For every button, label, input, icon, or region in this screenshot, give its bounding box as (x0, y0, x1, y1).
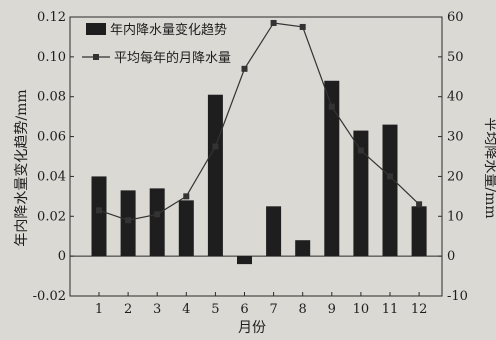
x-tick-label: 1 (95, 302, 103, 317)
line-point-3 (154, 211, 161, 218)
line-path (98, 22, 420, 221)
line-point-9 (328, 103, 335, 110)
right-tick-label: -10 (447, 289, 468, 304)
x-tick-label: 2 (124, 302, 132, 317)
bar-series (91, 80, 427, 265)
line-series (96, 19, 423, 224)
legend-bar-label: 年内降水量变化趋势 (110, 22, 227, 38)
legend-line-marker (93, 54, 99, 60)
line-point-7 (270, 19, 277, 26)
bar-10 (353, 130, 369, 257)
left-axis-ticks: -0.02 0 0.02 0.04 0.06 0.08 0.10 0.12 (33, 10, 74, 304)
left-tick-label: 0.02 (37, 209, 66, 224)
bar-4 (178, 200, 194, 257)
x-tick-label: 9 (328, 302, 336, 317)
x-tick-label: 12 (411, 302, 428, 317)
left-axis-label: 年内降水量变化趋势/mm (14, 89, 30, 246)
legend-bar-swatch (86, 23, 106, 35)
right-axis-ticks: -10 0 10 20 30 40 50 60 (438, 10, 468, 304)
x-tick-label: 6 (240, 302, 248, 317)
x-tick-label: 5 (211, 302, 219, 317)
right-tick-label: 20 (447, 169, 464, 184)
x-tick-label: 3 (153, 302, 161, 317)
right-tick-label: 60 (447, 10, 464, 25)
bar-6 (237, 256, 252, 265)
line-point-10 (357, 147, 364, 154)
x-tick-label: 11 (382, 302, 399, 317)
left-tick-label: 0.12 (37, 10, 66, 25)
bar-8 (295, 240, 311, 257)
right-tick-label: 50 (447, 50, 464, 65)
line-point-11 (387, 173, 393, 180)
line-point-6 (241, 65, 248, 72)
x-tick-label: 10 (353, 302, 370, 317)
legend: 年内降水量变化趋势 平均每年的月降水量 (82, 22, 231, 66)
bar-9 (324, 80, 340, 257)
left-tick-label: 0.06 (37, 130, 66, 145)
line-point-5 (212, 143, 219, 150)
bar-12 (411, 206, 427, 257)
x-tick-label: 8 (299, 302, 307, 317)
line-point-8 (299, 23, 306, 30)
right-tick-label: 40 (447, 90, 464, 105)
plot-area (69, 16, 443, 297)
right-tick-label: 30 (447, 130, 464, 145)
bar-11 (382, 124, 398, 257)
left-tick-label: 0.10 (37, 50, 66, 65)
left-tick-label: 0 (58, 249, 66, 264)
right-tick-label: 0 (447, 249, 455, 264)
line-point-4 (183, 193, 190, 200)
left-tick-label: 0.08 (37, 90, 66, 105)
x-tick-label: 4 (182, 302, 190, 317)
line-point-2 (125, 217, 132, 224)
x-axis-label: 月份 (238, 320, 266, 336)
bar-3 (149, 188, 165, 257)
right-tick-label: 10 (447, 209, 464, 224)
bar-1 (91, 176, 107, 257)
x-axis-ticks: 1 2 3 4 5 6 7 8 9 10 11 12 (95, 292, 428, 317)
line-point-12 (416, 201, 423, 208)
bar-5 (207, 94, 223, 257)
left-tick-label: -0.02 (33, 289, 66, 304)
bar-7 (266, 206, 282, 257)
line-point-1 (96, 207, 102, 214)
x-tick-label: 7 (269, 302, 277, 317)
right-axis-label: 平均降水量/mm (482, 117, 496, 218)
left-tick-label: 0.04 (37, 169, 66, 184)
legend-line-label: 平均每年的月降水量 (114, 50, 231, 66)
